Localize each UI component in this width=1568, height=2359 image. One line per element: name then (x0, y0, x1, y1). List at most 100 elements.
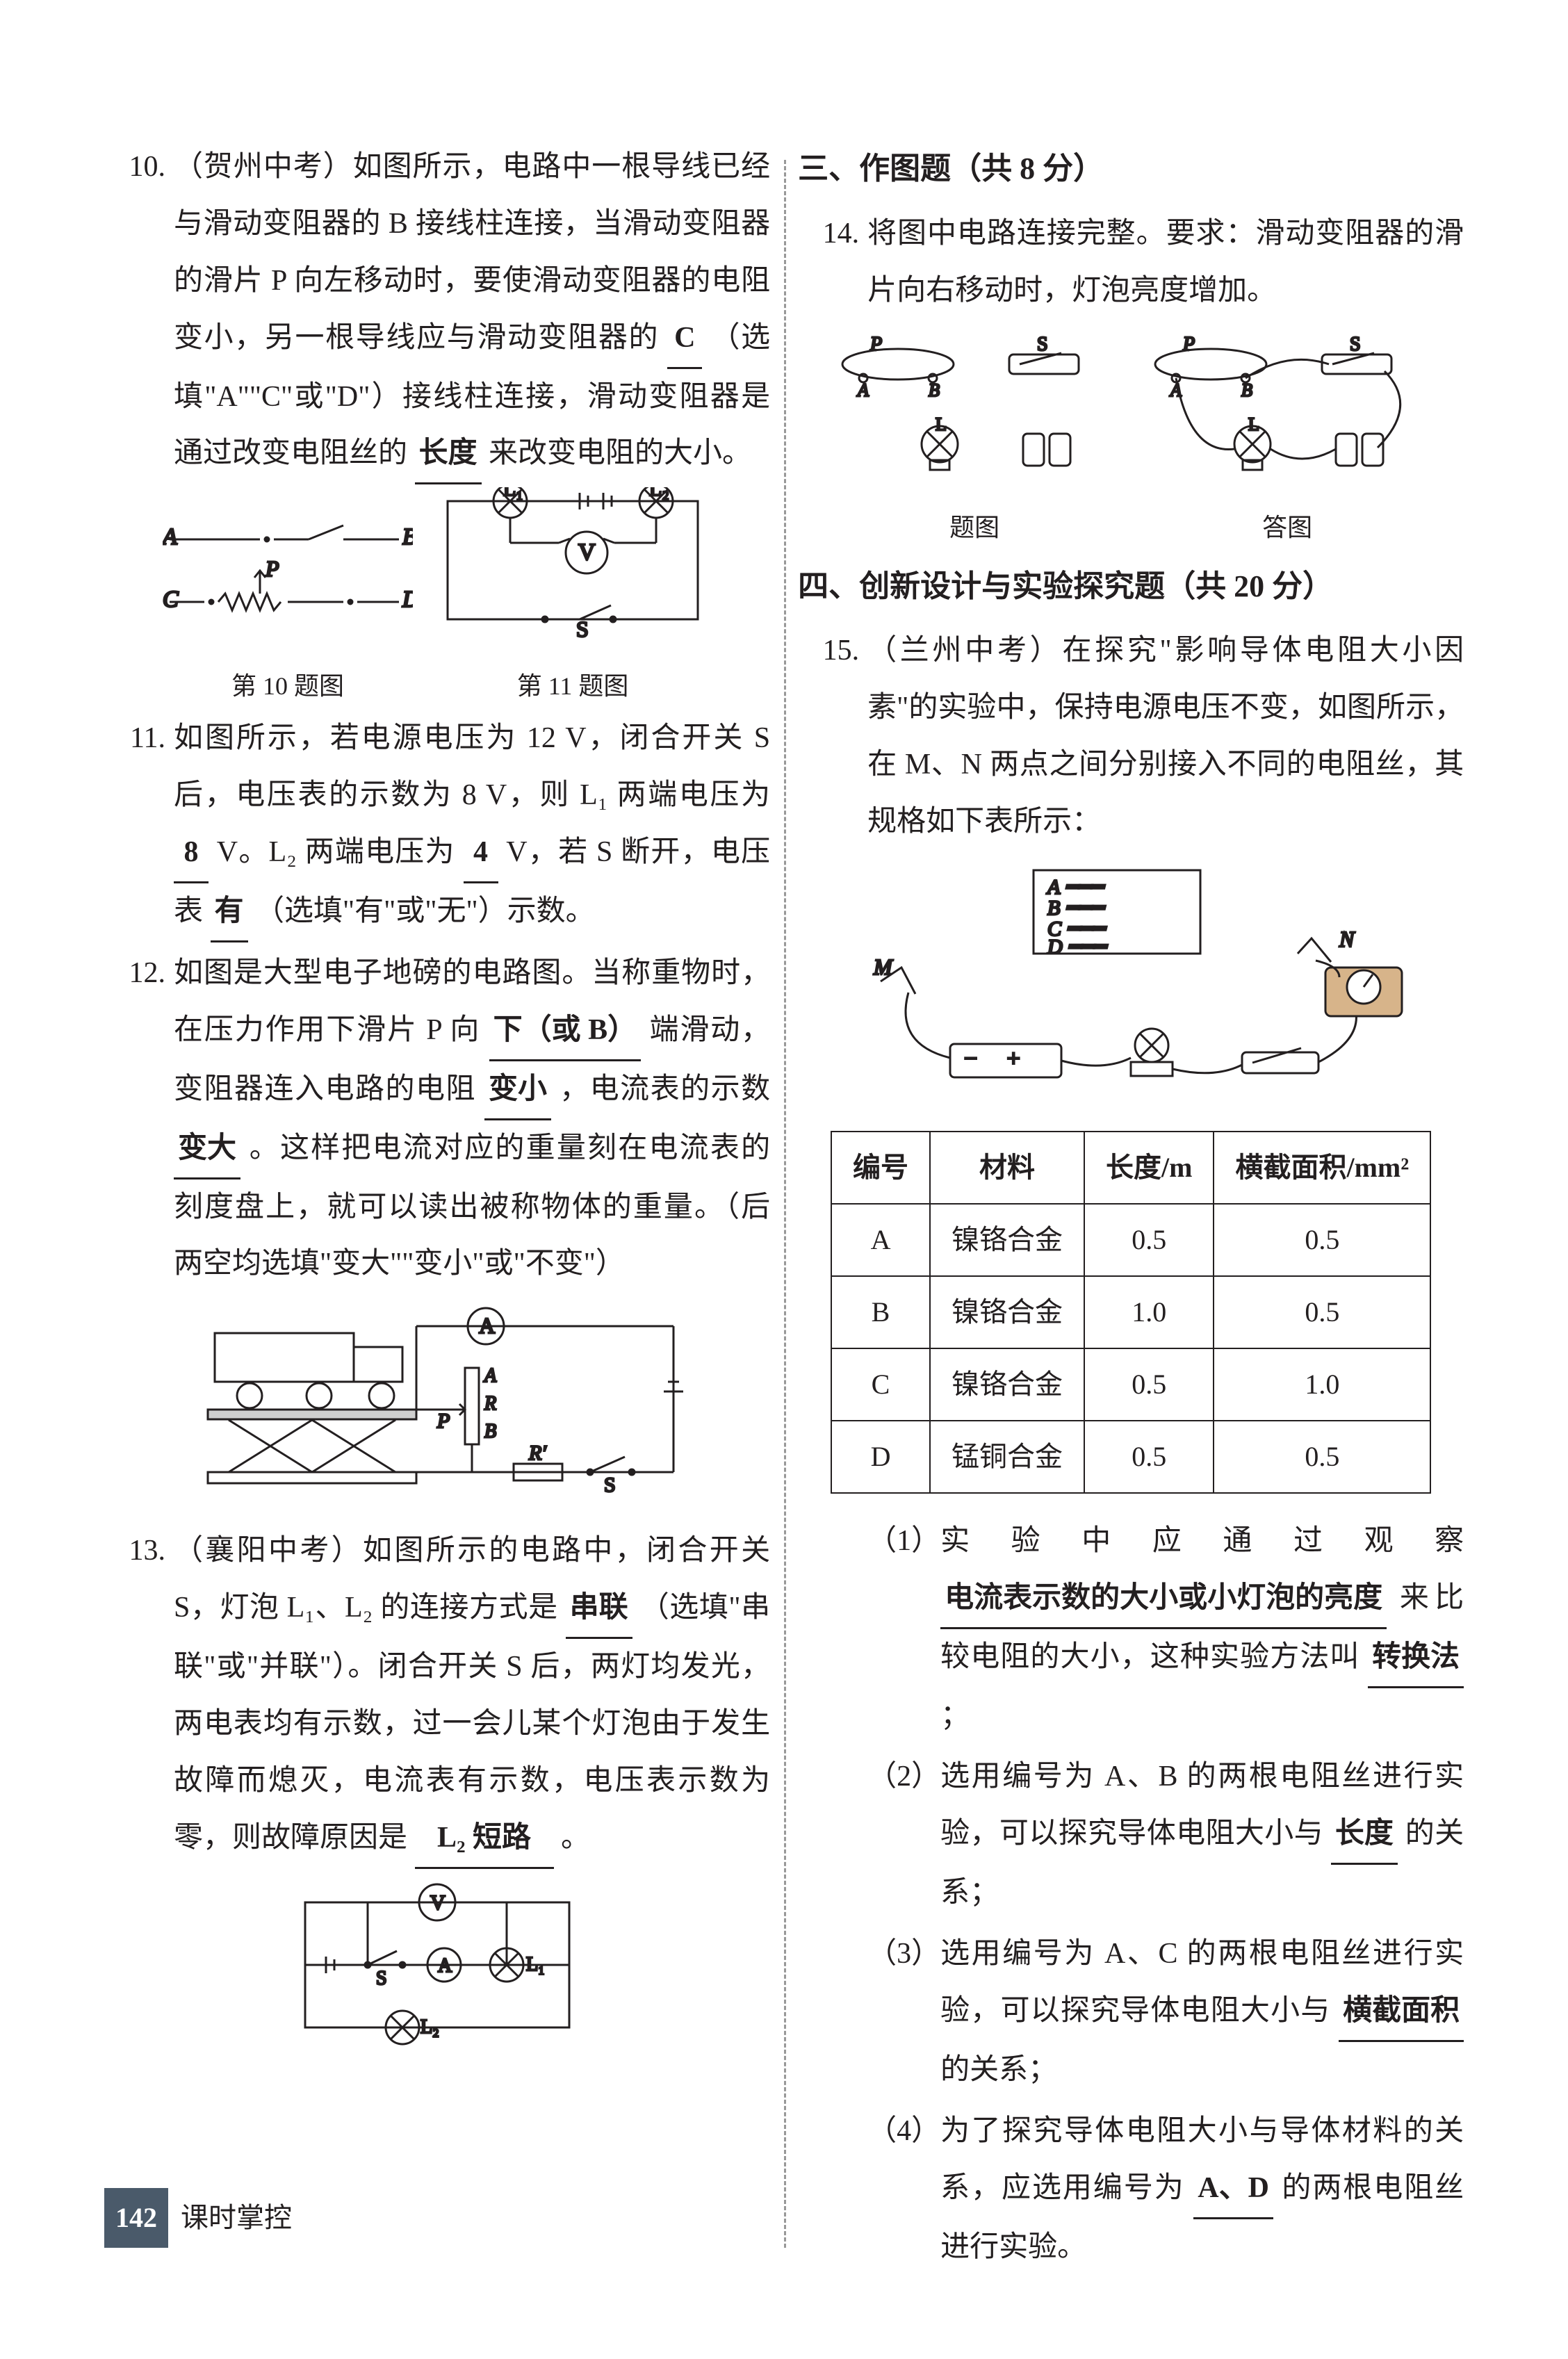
q10-caption: 第 10 题图 (163, 662, 413, 710)
column-divider (784, 160, 786, 2248)
svg-text:S: S (376, 1968, 387, 1989)
svg-text:A ━━━: A ━━━ (1046, 876, 1105, 899)
left-column: 10. （贺州中考）如图所示，电路中一根导线已经与滑动变阻器的 B 接线柱连接，… (104, 139, 770, 2276)
cell: 0.5 (1084, 1348, 1214, 1421)
q10-q11-figures: A B C P (104, 487, 770, 710)
q11-text-a: 如图所示，若电源电压为 12 V，闭合开关 S 后，电压表的示数为 8 V，则 … (174, 722, 770, 811)
svg-text:P: P (436, 1410, 450, 1432)
table-row: D 锰铜合金 0.5 0.5 (831, 1421, 1430, 1493)
cell: 1.0 (1084, 1276, 1214, 1348)
table-row: B 镍铬合金 1.0 0.5 (831, 1276, 1430, 1348)
footer-label: 课时掌控 (181, 2191, 292, 2245)
svg-text:L: L (936, 414, 947, 434)
weighbridge-circuit-icon: A S R′ A R B P (187, 1305, 687, 1493)
q14-number: 14. (798, 206, 867, 320)
svg-text:L₁: L₁ (526, 1954, 545, 1975)
resistance-experiment-icon: A ━━━ B ━━━ C ━━━ D ━━━ M N − + (853, 863, 1409, 1086)
svg-text:A: A (483, 1365, 497, 1387)
q15-p3-b: 的关系； (940, 2054, 1057, 2086)
svg-text:L₂: L₂ (649, 487, 669, 500)
q14-figure-right: P A B S L (1141, 329, 1433, 553)
q15-p3-num: （3） (867, 1926, 940, 2099)
q11-answer-3: 有 (211, 883, 248, 942)
q15-table: 编号 材料 长度/m 横截面积/mm² A 镍铬合金 0.5 0.5 B 镍铬合… (831, 1131, 1431, 1494)
q12-text-c: ，电流表的示数 (560, 1073, 770, 1105)
q11-text-d: （选填"有"或"无"）示数。 (255, 895, 595, 927)
svg-text:B: B (1241, 380, 1252, 400)
svg-text:N: N (1339, 927, 1355, 952)
q10-answer-1: C (667, 310, 702, 369)
q12-answer-2: 变小 (484, 1061, 551, 1120)
svg-text:B: B (484, 1421, 496, 1442)
svg-text:S: S (1037, 334, 1048, 355)
q10-number: 10. (104, 139, 174, 484)
section-4-heading: 四、创新设计与实验探究题（共 20 分） (798, 557, 1464, 617)
q15-part-3: （3） 选用编号为 A、C 的两根电阻丝进行实验，可以探究导体电阻大小与 横截面… (867, 1926, 1464, 2099)
q13-figure: V S A L₁ L₂ (284, 1882, 590, 2068)
q15-p1-ans: 电流表示数的大小或小灯泡的亮度 (940, 1570, 1387, 1629)
q13-number: 13. (104, 1523, 174, 1868)
svg-text:A: A (856, 380, 869, 400)
q12-answer-3: 变大 (174, 1120, 240, 1180)
svg-text:V: V (430, 1891, 446, 1914)
q12-answer-1: 下（或 B） (489, 1002, 642, 1061)
q15-p3-body: 选用编号为 A、C 的两根电阻丝进行实验，可以探究导体电阻大小与 横截面积 的关… (940, 1926, 1464, 2099)
q11-body: 如图所示，若电源电压为 12 V，闭合开关 S 后，电压表的示数为 8 V，则 … (174, 710, 770, 942)
q15-p4-ans: A、D (1193, 2160, 1273, 2219)
svg-text:− +: − + (964, 1046, 1020, 1072)
q15-part-1: （1） 实验中应通过观察 电流表示数的大小或小灯泡的亮度 来比较电阻的大小，这种… (867, 1513, 1464, 1745)
q12-number: 12. (104, 945, 174, 1293)
q14-figure-left: P A B S L (828, 329, 1120, 553)
svg-text:A: A (163, 524, 177, 550)
cell: 0.5 (1084, 1204, 1214, 1276)
cell: 镍铬合金 (930, 1276, 1084, 1348)
svg-text:L: L (1248, 414, 1259, 434)
svg-text:B ━━━: B ━━━ (1047, 897, 1106, 920)
cell: 0.5 (1214, 1204, 1430, 1276)
q11-caption: 第 11 题图 (434, 662, 712, 710)
q11-answer-1: 8 (174, 824, 209, 883)
svg-text:S: S (1350, 334, 1361, 355)
q13-answer-1: 串联 (566, 1580, 632, 1639)
q15-part-2: （2） 选用编号为 A、B 的两根电阻丝进行实验，可以探究导体电阻大小与 长度 … (867, 1749, 1464, 1922)
cell: 镍铬合金 (930, 1348, 1084, 1421)
q10-answer-2: 长度 (415, 425, 482, 484)
question-14: 14. 将图中电路连接完整。要求：滑动变阻器的滑片向右移动时，灯泡亮度增加。 (798, 206, 1464, 320)
cell: B (831, 1276, 930, 1348)
question-10: 10. （贺州中考）如图所示，电路中一根导线已经与滑动变阻器的 B 接线柱连接，… (104, 139, 770, 484)
table-header-row: 编号 材料 长度/m 横截面积/mm² (831, 1132, 1430, 1204)
rheostat-lamp-circuit-answer-icon: P A B S L (1141, 329, 1433, 482)
q12-body: 如图是大型电子地磅的电路图。当称重物时，在压力作用下滑片 P 向 下（或 B） … (174, 945, 770, 1293)
q15-p1-c: ； (940, 1700, 970, 1732)
svg-text:P: P (1182, 334, 1195, 355)
question-12: 12. 如图是大型电子地磅的电路图。当称重物时，在压力作用下滑片 P 向 下（或… (104, 945, 770, 1293)
th-area: 横截面积/mm² (1214, 1132, 1430, 1204)
q15-body: （兰州中考）在探究"影响导体电阻大小因素"的实验中，保持电源电压不变，如图所示，… (867, 623, 1464, 851)
q13-body: （襄阳中考）如图所示的电路中，闭合开关 S，灯泡 L₁、L₂ 的连接方式是 串联… (174, 1523, 770, 1868)
cell: 1.0 (1214, 1348, 1430, 1421)
series-lamps-circuit-icon: V S A L₁ L₂ (284, 1882, 590, 2048)
q15-p2-num: （2） (867, 1749, 940, 1922)
q14-caption-right: 答图 (1141, 503, 1433, 552)
q15-p1-ans2: 转换法 (1368, 1629, 1464, 1688)
svg-text:S: S (604, 1474, 616, 1493)
svg-text:D: D (402, 587, 413, 612)
q15-figure: A ━━━ B ━━━ C ━━━ D ━━━ M N − + (853, 863, 1409, 1106)
q10-figure: A B C P (163, 508, 413, 710)
svg-text:B: B (402, 524, 413, 550)
voltmeter-circuit-icon: L₁ L₂ V (434, 487, 712, 640)
svg-text:P: P (869, 334, 882, 355)
svg-text:C: C (163, 587, 179, 612)
rheostat-diagram-icon: A B C P (163, 508, 413, 640)
th-material: 材料 (930, 1132, 1084, 1204)
svg-text:A: A (479, 1313, 495, 1338)
q15-part-4: （4） 为了探究导体电阻大小与导体材料的关系，应选用编号为 A、D 的两根电阻丝… (867, 2103, 1464, 2276)
table-row: C 镍铬合金 0.5 1.0 (831, 1348, 1430, 1421)
svg-text:M: M (873, 954, 894, 979)
cell: D (831, 1421, 930, 1493)
q15-p4-num: （4） (867, 2103, 940, 2276)
q15-p2-ans: 长度 (1331, 1806, 1398, 1865)
q11-figure: L₁ L₂ V (434, 487, 712, 710)
svg-text:P: P (265, 556, 279, 581)
cell: 0.5 (1214, 1276, 1430, 1348)
